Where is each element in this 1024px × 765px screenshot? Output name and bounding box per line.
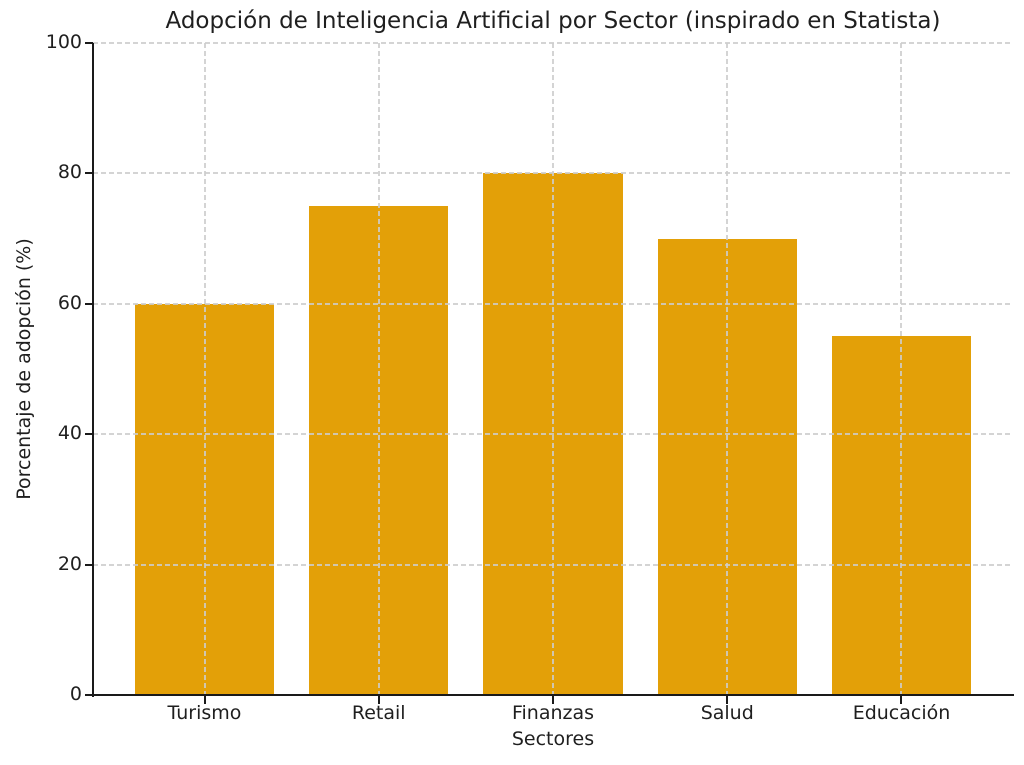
y-tick-mark-100	[85, 42, 93, 44]
x-tick-label-finanzas: Finanzas	[511, 702, 595, 724]
chart-title: Adopción de Inteligencia Artificial por …	[165, 8, 941, 34]
y-tick-label-0: 0	[69, 683, 82, 705]
x-tick-mark-retail	[377, 696, 380, 704]
left-spine	[92, 43, 94, 697]
y-tick-label-100: 100	[45, 31, 82, 53]
y-tick-mark-40	[85, 433, 93, 436]
x-tick-mark-educación	[900, 696, 903, 704]
y-tick-label-20: 20	[57, 552, 82, 575]
x-tick-label-retail: Retail	[351, 702, 406, 724]
x-tick-mark-finanzas	[552, 696, 554, 704]
y-tick-mark-80	[85, 172, 93, 175]
y-tick-mark-20	[85, 563, 93, 566]
gridline-x-educación	[900, 43, 903, 695]
x-tick-label-salud: Salud	[700, 702, 754, 724]
y-tick-label-60: 60	[57, 291, 82, 314]
x-tick-mark-salud	[726, 696, 729, 704]
y-tick-mark-0	[85, 694, 93, 696]
y-tick-mark-60	[85, 302, 93, 305]
x-tick-label-educación: Educación	[852, 702, 951, 724]
x-axis-label: Sectores	[511, 728, 595, 750]
gridline-x-turismo	[203, 43, 206, 695]
x-tick-mark-turismo	[203, 696, 206, 704]
gridline-x-retail	[377, 43, 380, 695]
gridline-x-salud	[726, 43, 729, 695]
gridline-x-finanzas	[552, 43, 554, 695]
y-tick-label-80: 80	[57, 161, 82, 184]
y-tick-label-40: 40	[57, 422, 82, 445]
x-tick-label-turismo: Turismo	[167, 702, 242, 724]
bottom-spine	[92, 694, 1014, 696]
